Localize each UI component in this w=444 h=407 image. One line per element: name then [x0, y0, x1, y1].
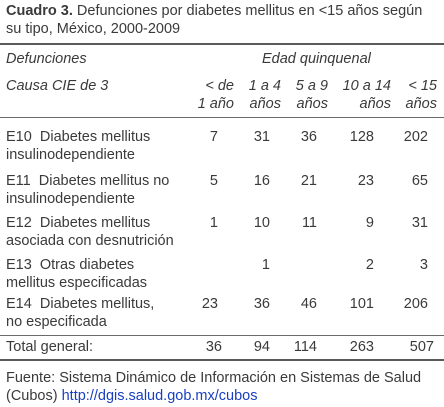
col-header-1to4-line2: años — [249, 96, 281, 112]
col-header-lt1-line2: 1 año — [197, 96, 234, 112]
total-value: 507 — [409, 339, 434, 355]
cell-value: 31 — [411, 215, 428, 231]
cell-value: 2 — [365, 257, 374, 273]
header-rule — [0, 117, 444, 118]
col-header-5to9-line1: 5 a 9 — [295, 78, 328, 94]
row-desc-line2: insulinodependiente — [6, 147, 135, 163]
table-row-e10-label: E10 Diabetes mellitus insulinodependient… — [6, 128, 150, 164]
cell-value: 206 — [403, 296, 428, 312]
table-row-e13-label: E13 Otras diabetes mellitus especificada… — [6, 256, 147, 292]
cell-value: 16 — [253, 173, 270, 189]
caption-text: Defunciones por diabetes mellitus en <15… — [6, 3, 423, 37]
row-desc-line1: Diabetes mellitus, — [39, 296, 155, 312]
row-desc-line2: insulinodependiente — [6, 191, 135, 207]
total-value: 114 — [293, 339, 317, 355]
cell-value: 5 — [209, 173, 218, 189]
total-rule — [0, 335, 444, 336]
total-value: 94 — [253, 339, 270, 355]
cell-value: 9 — [365, 215, 374, 231]
col-header-lt15-line2: años — [405, 96, 437, 112]
row-code: E11 — [6, 173, 31, 189]
table-caption: Cuadro 3. Defunciones por diabetes melli… — [6, 2, 440, 38]
col-header-5to9: 5 a 9 años — [281, 77, 328, 113]
row-desc-line2: asociada con desnutrición — [6, 233, 174, 249]
cell-value: 21 — [300, 173, 317, 189]
caption-label: Cuadro 3. — [6, 3, 73, 19]
cell-value: 202 — [403, 129, 428, 145]
row-desc-line2: no especificada — [6, 314, 107, 330]
cell-value: 1 — [209, 215, 218, 231]
cell-value: 7 — [209, 129, 218, 145]
row-code: E13 — [6, 257, 32, 273]
cell-value: 23 — [357, 173, 374, 189]
source-link[interactable]: http://dgis.salud.gob.mx/cubos — [61, 388, 258, 404]
table-frame — [0, 43, 444, 361]
total-value: 36 — [205, 339, 222, 355]
row-code: E12 — [6, 215, 32, 231]
source-footnote: Fuente: Sistema Dinámico de Información … — [6, 369, 442, 405]
row-desc-line1: Otras diabetes — [39, 257, 135, 273]
header-defunciones: Defunciones — [6, 51, 87, 67]
col-header-lt1-line1: < de — [205, 78, 234, 94]
row-desc-line1: Diabetes mellitus — [39, 129, 151, 145]
cell-value: 10 — [253, 215, 270, 231]
row-code: E10 — [6, 129, 32, 145]
total-value: 263 — [349, 339, 374, 355]
table-row-e12-label: E12 Diabetes mellitus asociada con desnu… — [6, 214, 174, 250]
row-desc-line1: Diabetes mellitus no — [38, 173, 170, 189]
total-label: Total general: — [6, 339, 94, 355]
col-header-1to4-line1: 1 a 4 — [248, 78, 281, 94]
cell-value: 101 — [349, 296, 374, 312]
col-header-5to9-line2: años — [296, 96, 328, 112]
cell-value: 31 — [253, 129, 270, 145]
col-header-lt15: < 15 años — [391, 77, 437, 113]
cell-value: 65 — [411, 173, 428, 189]
table-row-e14-label: E14 Diabetes mellitus, no especificada — [6, 295, 154, 331]
cell-value: 23 — [201, 296, 218, 312]
cell-value: 1 — [261, 257, 270, 273]
cell-value: 36 — [253, 296, 270, 312]
col-header-10to14: 10 a 14 años — [328, 77, 391, 113]
source-text: Fuente: Sistema Dinámico de Información … — [6, 370, 422, 404]
col-header-lt1: < de 1 año — [186, 77, 234, 113]
cell-value: 3 — [419, 257, 428, 273]
col-header-1to4: 1 a 4 años — [234, 77, 281, 113]
col-header-10to14-line1: 10 a 14 — [342, 78, 391, 94]
header-edad-quinquenal: Edad quinquenal — [262, 51, 371, 67]
cell-value: 36 — [300, 129, 317, 145]
row-code: E14 — [6, 296, 32, 312]
cell-value: 11 — [301, 215, 317, 231]
cell-value: 46 — [300, 296, 317, 312]
header-causa: Causa CIE de 3 — [6, 78, 109, 94]
row-desc-line1: Diabetes mellitus — [39, 215, 151, 231]
col-header-10to14-line2: años — [359, 96, 391, 112]
cell-value: 128 — [349, 129, 374, 145]
col-header-lt15-line1: < 15 — [408, 78, 437, 94]
table-row-e11-label: E11 Diabetes mellitus no insulinodependi… — [6, 172, 169, 208]
row-desc-line2: mellitus especificadas — [6, 275, 148, 291]
